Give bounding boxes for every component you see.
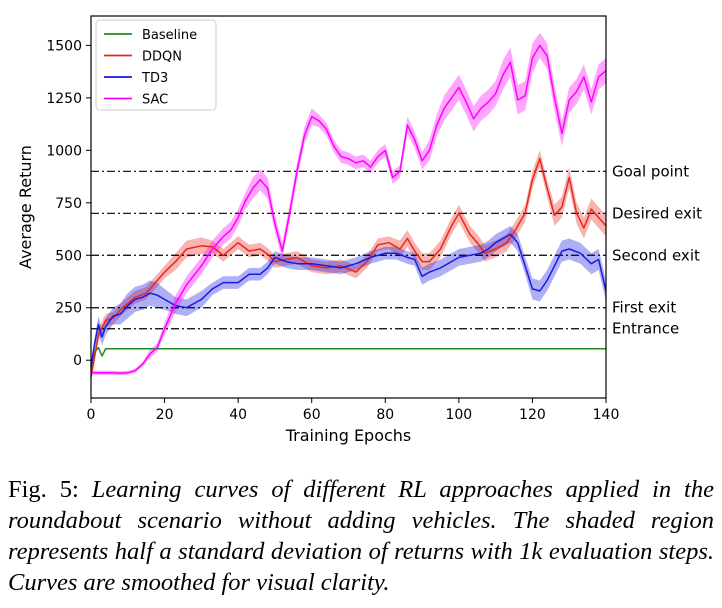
y-axis-label: Average Return bbox=[16, 145, 35, 269]
std-bands bbox=[91, 32, 606, 384]
legend-entry-sac: SAC bbox=[142, 93, 168, 108]
legend-entry-ddqn: DDQN bbox=[142, 50, 182, 65]
ref-label-goal-point: Goal point bbox=[612, 162, 689, 180]
ref-label-second-exit: Second exit bbox=[612, 246, 700, 264]
ref-label-entrance: Entrance bbox=[612, 320, 679, 338]
legend-box bbox=[95, 19, 217, 111]
legend-entry-baseline: Baseline bbox=[142, 28, 197, 43]
y-tick-label: 1000 bbox=[46, 143, 82, 159]
plot-frame bbox=[90, 15, 607, 399]
y-tick-label: 750 bbox=[55, 196, 82, 212]
reference-lines bbox=[91, 170, 606, 330]
x-tick-label: 0 bbox=[87, 407, 96, 423]
reference-line-labels: Goal point Desired exit Second exit First e… bbox=[612, 162, 702, 337]
legend: Baseline DDQN TD3 SAC bbox=[95, 19, 217, 111]
learning-curves-chart: 0 20 40 60 80 100 120 140 0 250 500 750 1000 1250 150… bbox=[16, 15, 702, 445]
line-sac bbox=[91, 44, 607, 374]
x-axis-ticks: 0 20 40 60 80 100 120 140 bbox=[87, 398, 620, 423]
y-tick-label: 1500 bbox=[46, 38, 82, 54]
y-tick-label: 250 bbox=[55, 301, 82, 317]
x-tick-label: 20 bbox=[156, 407, 174, 423]
ref-label-first-exit: First exit bbox=[612, 299, 676, 317]
line-td3 bbox=[90, 233, 607, 367]
y-tick-label: 500 bbox=[55, 248, 82, 264]
x-tick-label: 40 bbox=[229, 407, 247, 423]
x-tick-label: 60 bbox=[303, 407, 321, 423]
caption-body: Learning curves of different RL approach… bbox=[8, 476, 714, 596]
band-ddqn bbox=[91, 150, 606, 384]
series-lines bbox=[90, 44, 607, 378]
line-ddqn bbox=[90, 157, 607, 378]
x-tick-label: 120 bbox=[519, 407, 546, 423]
ref-label-desired-exit: Desired exit bbox=[612, 204, 702, 222]
band-sac bbox=[91, 32, 606, 376]
figure-caption: Fig. 5: Learning curves of different RL … bbox=[8, 474, 714, 598]
caption-prefix: Fig. 5: bbox=[8, 476, 79, 503]
x-tick-label: 140 bbox=[593, 407, 620, 423]
y-tick-label: 1250 bbox=[46, 91, 82, 107]
x-axis-label: Training Epochs bbox=[285, 426, 412, 445]
y-tick-label: 0 bbox=[73, 353, 82, 369]
x-tick-label: 100 bbox=[445, 407, 472, 423]
y-axis-ticks: 0 250 500 750 1000 1250 1500 bbox=[46, 38, 91, 369]
line-baseline bbox=[90, 346, 606, 373]
band-td3 bbox=[91, 225, 606, 371]
legend-entry-td3: TD3 bbox=[141, 71, 168, 86]
x-tick-label: 80 bbox=[376, 407, 394, 423]
